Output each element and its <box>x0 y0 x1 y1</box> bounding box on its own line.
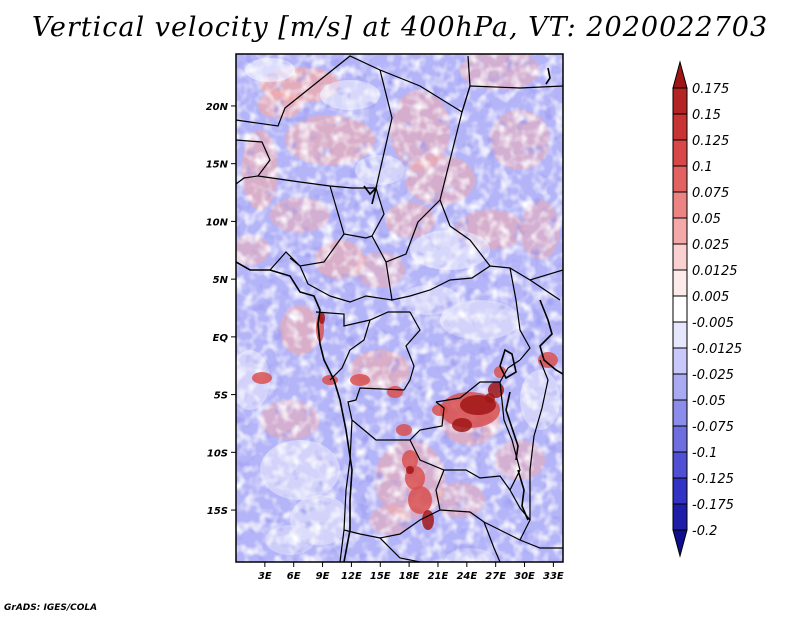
colorbar-band <box>672 321 688 349</box>
colorbar-band <box>672 451 688 479</box>
lat-tick-label: 5N <box>213 275 229 286</box>
ascent-patch <box>319 312 325 324</box>
lat-tick-label: 15S <box>207 506 228 517</box>
ascent-patch <box>452 418 472 432</box>
lat-tick-label: 10S <box>207 448 228 459</box>
colorbar-label: 0.1 <box>692 160 713 175</box>
colorbar-max-triangle <box>672 60 688 89</box>
colorbar-band <box>672 139 688 167</box>
lon-tick-label: 33E <box>543 571 564 582</box>
colorbar-band <box>672 191 688 219</box>
lon-tick-label: 30E <box>514 571 535 582</box>
colorbar-band <box>672 217 688 245</box>
lat-tick-label: EQ <box>213 333 229 344</box>
colorbar-label: 0.125 <box>692 134 729 149</box>
colorbar-label: 0.025 <box>692 238 729 253</box>
lat-tick-label: 10N <box>206 217 229 228</box>
colorbar-label: 0.15 <box>692 108 721 123</box>
ascent-patch <box>252 372 272 384</box>
lon-tick-label: 18E <box>399 571 420 582</box>
colorbar-label: -0.125 <box>692 472 734 487</box>
field-texture-white <box>236 54 563 562</box>
colorbar-label: 0.175 <box>692 82 729 97</box>
lon-tick-label: 15E <box>370 571 391 582</box>
colorbar-min-triangle <box>672 529 688 558</box>
colorbar-label: -0.025 <box>692 368 734 383</box>
ascent-patch <box>538 352 558 368</box>
vertical-velocity-field <box>236 54 563 562</box>
colorbar-label: -0.0125 <box>692 342 742 357</box>
strong-ascent-patches <box>252 312 558 530</box>
colorbar-band <box>672 113 688 141</box>
lat-tick-label: 15N <box>206 160 229 171</box>
colorbar-band <box>672 87 688 115</box>
longitude-axis: 3E 6E 9E 12E 15E 18E 21E 24E 27E 30E 33E <box>258 562 564 582</box>
colorbar-band <box>672 165 688 193</box>
chart-title: Vertical velocity [m/s] at 400hPa, VT: 2… <box>31 12 769 43</box>
lon-tick-label: 27E <box>485 571 506 582</box>
latitude-axis: 20N 15N 10N 5N EQ 5S 10S 15S <box>206 102 236 517</box>
lon-tick-label: 3E <box>258 571 272 582</box>
colorbar-band <box>672 243 688 271</box>
ascent-patch <box>350 374 370 386</box>
colorbar-label: 0.075 <box>692 186 729 201</box>
colorbar-label: -0.1 <box>692 446 717 461</box>
colorbar-label: -0.075 <box>692 420 734 435</box>
ascent-patch <box>396 424 412 436</box>
colorbar-band <box>672 425 688 453</box>
map-frame <box>235 53 564 563</box>
colorbar-label: -0.175 <box>692 498 734 513</box>
colorbar: 0.175 0.15 0.125 0.1 0.075 0.05 0.025 0.0125 0.0… <box>672 60 742 558</box>
ascent-patch <box>387 386 403 398</box>
lon-tick-label: 12E <box>341 571 362 582</box>
ascent-patch <box>485 393 495 403</box>
colorbar-label: 0.0125 <box>692 264 738 279</box>
lon-tick-label: 21E <box>428 571 449 582</box>
grads-credit: GrADS: IGES/COLA <box>4 603 98 613</box>
ascent-patch <box>422 510 434 530</box>
coastlines-and-lakes <box>236 67 563 562</box>
colorbar-label: 0.05 <box>692 212 721 227</box>
ascent-patch <box>402 450 418 470</box>
colorbar-band <box>672 269 688 297</box>
colorbar-band <box>672 347 688 375</box>
lat-tick-label: 20N <box>206 102 229 113</box>
lon-tick-label: 9E <box>316 571 330 582</box>
colorbar-band <box>672 477 688 505</box>
colorbar-band <box>672 373 688 401</box>
colorbar-band <box>672 503 688 531</box>
colorbar-label: -0.2 <box>692 524 717 539</box>
ascent-patch <box>494 366 506 378</box>
colorbar-label: -0.05 <box>692 394 726 409</box>
country-borders <box>236 55 563 562</box>
colorbar-label: -0.005 <box>692 316 734 331</box>
colorbar-label: 0.005 <box>692 290 729 305</box>
lat-tick-label: 5S <box>214 391 228 402</box>
ascent-patch <box>408 486 432 514</box>
ascent-patch <box>406 466 414 474</box>
colorbar-band <box>672 295 688 323</box>
ascent-patch <box>432 404 448 416</box>
colorbar-band <box>672 399 688 427</box>
lon-tick-label: 24E <box>456 571 477 582</box>
lon-tick-label: 6E <box>287 571 301 582</box>
